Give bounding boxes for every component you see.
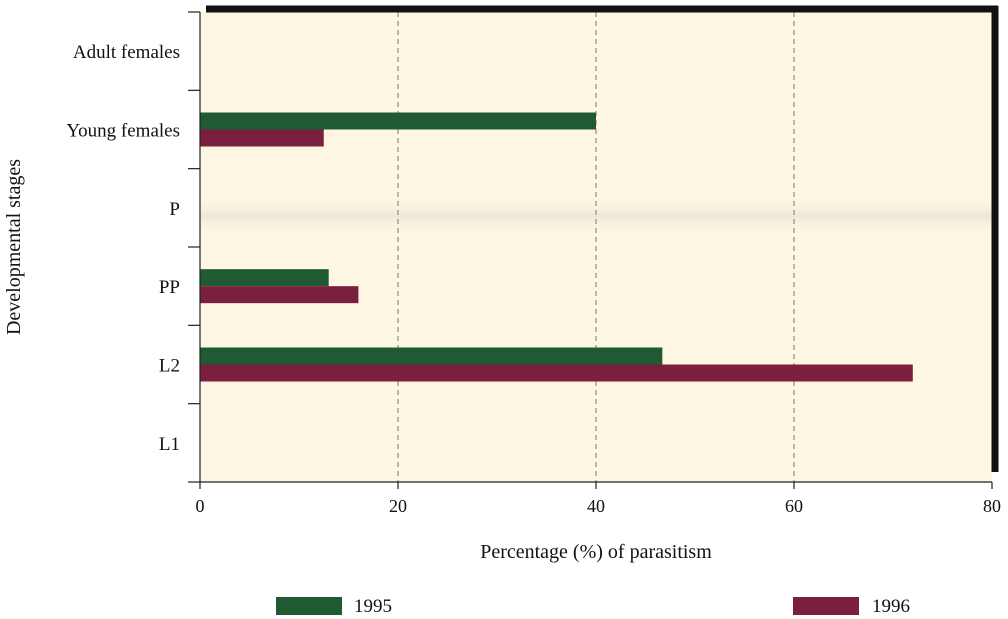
bar-1996-l2 bbox=[200, 364, 913, 382]
bar-1996-pp bbox=[200, 286, 359, 304]
legend-label-1995: 1995 bbox=[354, 596, 392, 617]
bar-1995-young-females bbox=[200, 112, 596, 130]
x-ticks bbox=[199, 482, 993, 489]
y-ticks bbox=[188, 11, 200, 483]
legend-label-1996: 1996 bbox=[872, 596, 910, 617]
category-label: Young females bbox=[66, 121, 180, 142]
category-label: L1 bbox=[159, 434, 180, 455]
x-tick-label: 0 bbox=[196, 496, 205, 516]
category-label: L2 bbox=[159, 356, 180, 377]
legend: 1995 1996 bbox=[276, 596, 910, 617]
bar-1995-pp bbox=[200, 269, 329, 287]
bars bbox=[200, 112, 913, 382]
bar-1995-l2 bbox=[200, 347, 663, 365]
bar-1996-young-females bbox=[200, 129, 324, 147]
legend-swatch-1995 bbox=[276, 597, 342, 615]
category-label: Adult females bbox=[73, 42, 180, 63]
x-tick-labels: 0 20 40 60 80 bbox=[196, 496, 1002, 516]
grid-lines bbox=[397, 12, 795, 482]
category-label: PP bbox=[159, 277, 180, 298]
y-axis-title: Developmental stages bbox=[3, 159, 25, 335]
legend-swatch-1996 bbox=[793, 597, 859, 615]
x-tick-label: 80 bbox=[983, 496, 1001, 516]
x-tick-label: 20 bbox=[389, 496, 407, 516]
category-label: P bbox=[169, 199, 180, 220]
x-tick-label: 60 bbox=[785, 496, 803, 516]
x-tick-label: 40 bbox=[587, 496, 605, 516]
x-axis-title: Percentage (%) of parasitism bbox=[480, 541, 712, 563]
